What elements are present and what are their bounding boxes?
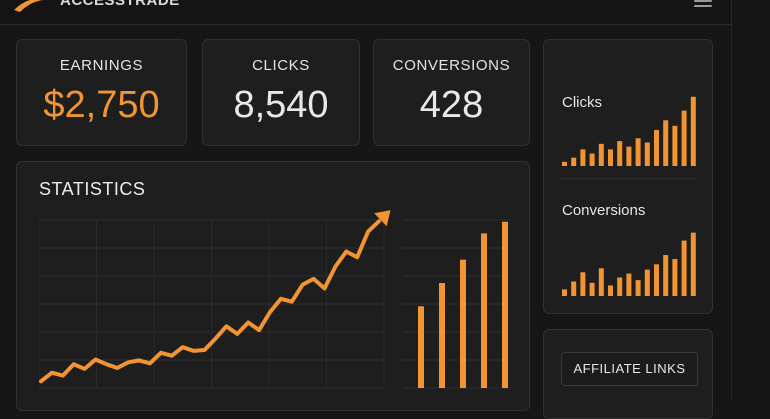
mini-bar [654,130,659,166]
menu-icon[interactable] [694,0,712,8]
mini-bar [672,126,677,166]
mini-bar [599,268,604,296]
earnings-card: EARNINGS $2,750 [16,39,187,146]
statistics-panel: STATISTICS [16,161,530,411]
affiliate-links-panel: AFFILIATE LINKS [543,329,713,419]
mini-bar [682,111,687,166]
mini-bar [626,274,631,296]
mini-bar [608,149,613,166]
top-bar: ACCESSTRADE [0,0,732,25]
mini-bar [617,141,622,166]
statistics-line-chart [39,210,411,392]
clicks-value: 8,540 [203,84,359,127]
mini-bar [590,283,595,296]
clicks-label: CLICKS [203,57,359,74]
mini-bar [645,270,650,296]
clicks-mini-chart [560,90,700,166]
mini-bar [580,272,585,296]
mini-bar [654,264,659,296]
mini-bar [636,280,641,296]
mini-bar [636,138,641,166]
mini-bar [691,233,696,296]
mini-bar [562,289,567,296]
mini-bar [562,162,567,166]
mini-bar [590,154,595,166]
bar [439,283,445,388]
earnings-label: EARNINGS [17,57,186,74]
statistics-bar-chart [402,210,512,392]
divider [560,178,696,179]
mini-bar [691,97,696,166]
mini-bar [645,142,650,166]
bar [460,260,466,388]
bar [502,222,508,388]
mini-bar [663,255,668,296]
conversions-label: CONVERSIONS [374,57,529,74]
bar [481,233,487,388]
mini-bar [682,241,687,296]
conversions-card: CONVERSIONS 428 [373,39,530,146]
sidebar-charts-panel: Clicks Conversions [543,39,713,314]
mini-bar [571,281,576,296]
clicks-card: CLICKS 8,540 [202,39,360,146]
mini-bar [580,149,585,166]
right-edge-panel [731,0,770,400]
mini-bar [608,285,613,296]
line-series [41,221,379,381]
mini-bar [672,259,677,296]
bar [418,306,424,388]
conversions-value: 428 [374,84,529,127]
mini-bar [599,144,604,166]
mini-bar [571,158,576,166]
affiliate-links-button[interactable]: AFFILIATE LINKS [561,352,698,386]
conversions-chart-label: Conversions [562,202,645,219]
earnings-value: $2,750 [17,84,186,127]
conversions-mini-chart [560,226,700,296]
mini-bar [663,120,668,166]
logo-icon [10,0,54,14]
statistics-title: STATISTICS [39,179,145,200]
mini-bar [626,147,631,166]
mini-bar [617,278,622,296]
brand-name: ACCESSTRADE [60,0,180,9]
